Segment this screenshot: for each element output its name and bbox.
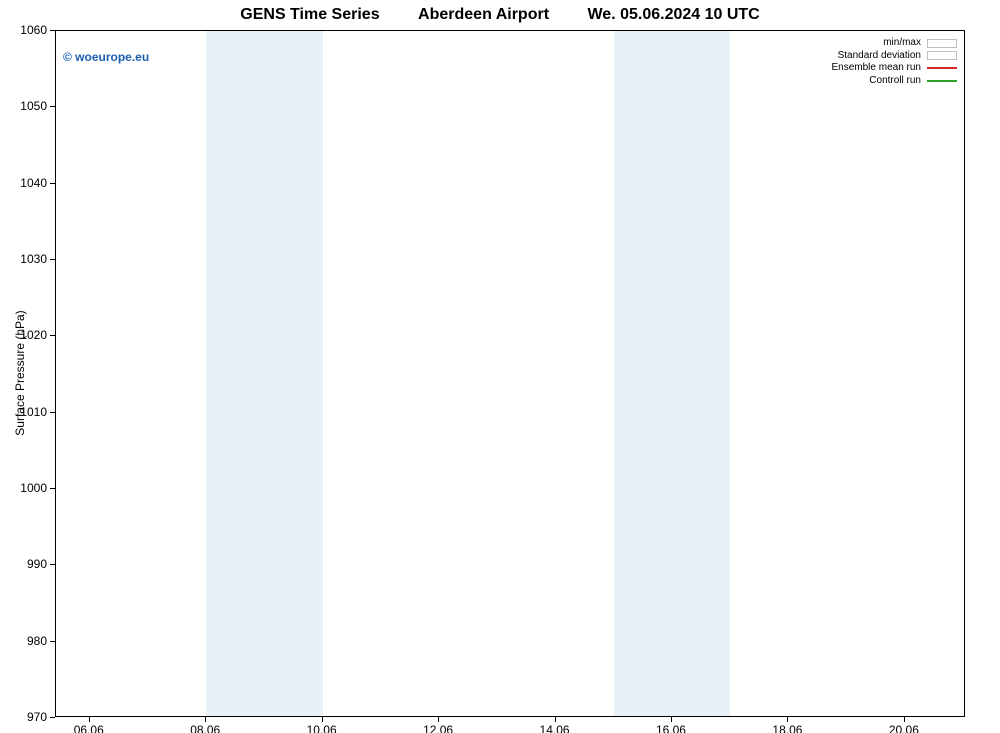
legend-item: Ensemble mean run [832, 62, 958, 75]
y-tick-label: 980 [27, 634, 47, 648]
x-tick-label: 08.06 [190, 723, 220, 733]
legend-box-swatch [927, 51, 957, 60]
x-tick-mark [322, 717, 323, 722]
y-tick-label: 1020 [20, 328, 47, 342]
weekend-band [614, 31, 730, 716]
legend-item: Standard deviation [832, 50, 958, 63]
y-tick-label: 1040 [20, 176, 47, 190]
y-tick-mark [50, 335, 55, 336]
y-tick-mark [50, 717, 55, 718]
watermark: © woeurope.eu [63, 50, 149, 64]
x-tick-label: 20.06 [889, 723, 919, 733]
legend-item: min/max [832, 37, 958, 50]
y-tick-mark [50, 183, 55, 184]
y-tick-label: 1060 [20, 23, 47, 37]
x-tick-label: 06.06 [74, 723, 104, 733]
x-tick-mark [555, 717, 556, 722]
legend-line-swatch [927, 67, 957, 69]
legend-label: min/max [883, 37, 921, 50]
y-tick-mark [50, 106, 55, 107]
x-tick-label: 12.06 [423, 723, 453, 733]
y-tick-mark [50, 30, 55, 31]
x-tick-mark [787, 717, 788, 722]
y-tick-label: 1010 [20, 405, 47, 419]
plot-area: min/maxStandard deviationEnsemble mean r… [55, 30, 965, 717]
title-series: GENS Time Series [240, 6, 379, 24]
chart-stage: { "title": { "left": "GENS Time Series",… [0, 0, 1000, 733]
x-tick-label: 18.06 [772, 723, 802, 733]
legend-line-swatch [927, 80, 957, 82]
legend-label: Standard deviation [838, 50, 921, 63]
y-tick-label: 970 [27, 710, 47, 724]
y-tick-mark [50, 641, 55, 642]
x-tick-mark [671, 717, 672, 722]
chart-title: GENS Time Series Aberdeen Airport We. 05… [0, 6, 1000, 24]
x-tick-label: 10.06 [307, 723, 337, 733]
y-tick-label: 1000 [20, 481, 47, 495]
x-tick-mark [89, 717, 90, 722]
x-tick-label: 16.06 [656, 723, 686, 733]
legend: min/maxStandard deviationEnsemble mean r… [832, 37, 958, 87]
y-tick-label: 1030 [20, 252, 47, 266]
y-tick-label: 990 [27, 557, 47, 571]
title-datetime: We. 05.06.2024 10 UTC [587, 6, 759, 24]
legend-item: Controll run [832, 75, 958, 88]
x-tick-mark [904, 717, 905, 722]
y-tick-mark [50, 564, 55, 565]
legend-box-swatch [927, 39, 957, 48]
y-tick-label: 1050 [20, 99, 47, 113]
y-axis-label: Surface Pressure (hPa) [13, 283, 27, 463]
y-tick-mark [50, 259, 55, 260]
weekend-band [206, 31, 322, 716]
x-tick-label: 14.06 [540, 723, 570, 733]
x-tick-mark [438, 717, 439, 722]
y-tick-mark [50, 488, 55, 489]
x-tick-mark [205, 717, 206, 722]
title-location: Aberdeen Airport [418, 6, 549, 24]
legend-label: Ensemble mean run [832, 62, 922, 75]
y-tick-mark [50, 412, 55, 413]
legend-label: Controll run [869, 75, 921, 88]
